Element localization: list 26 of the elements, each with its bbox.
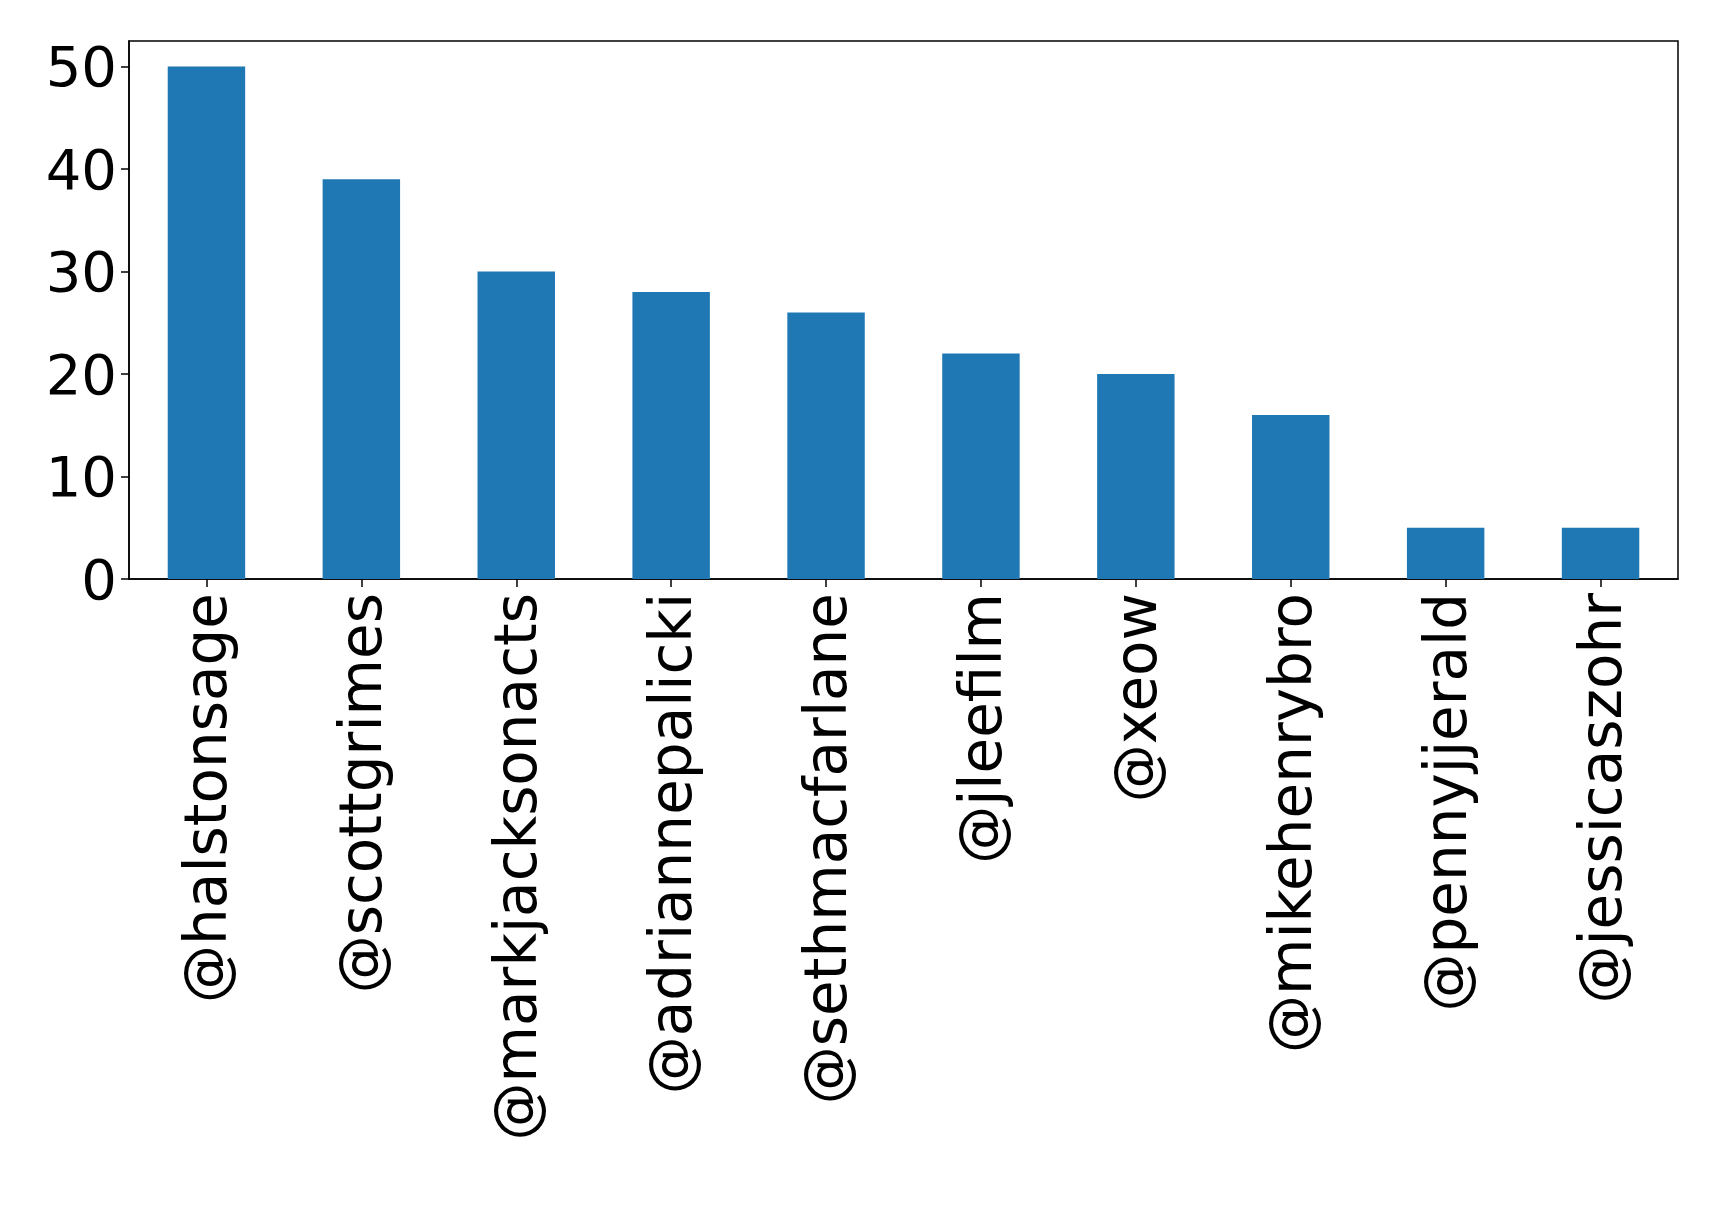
x-tick-label: @markjacksonacts: [482, 593, 551, 1141]
y-tick-label: 50: [45, 34, 117, 100]
x-tick-label: @sethmacfarlane: [792, 593, 861, 1105]
x-tick-label: @scottgrimes: [327, 593, 396, 994]
x-tick-label: @adriannepalicki: [637, 593, 706, 1095]
y-tick-label: 10: [45, 444, 117, 510]
x-tick-label: @jessicaszohr: [1566, 592, 1635, 1004]
x-tick-label: @jleefilm: [946, 593, 1015, 864]
bar: [1561, 527, 1640, 579]
bar: [322, 179, 401, 579]
y-tick-label: 30: [45, 239, 117, 305]
x-tick-label: @pennyjjerald: [1411, 593, 1480, 1012]
bar: [477, 271, 555, 579]
bar: [787, 312, 865, 579]
bar: [942, 353, 1020, 579]
y-tick-label: 0: [81, 546, 117, 612]
y-tick-label: 20: [45, 341, 117, 407]
bar: [167, 66, 246, 579]
bar: [1406, 527, 1485, 579]
bar: [1252, 415, 1330, 579]
x-tick-label: @mikehenrybro: [1256, 593, 1325, 1054]
x-tick-label: @xeow: [1101, 593, 1170, 803]
y-tick-label: 40: [45, 136, 117, 202]
bar: [1097, 374, 1175, 579]
bar: [632, 292, 710, 579]
x-tick-label: @halstonsage: [172, 593, 241, 1003]
